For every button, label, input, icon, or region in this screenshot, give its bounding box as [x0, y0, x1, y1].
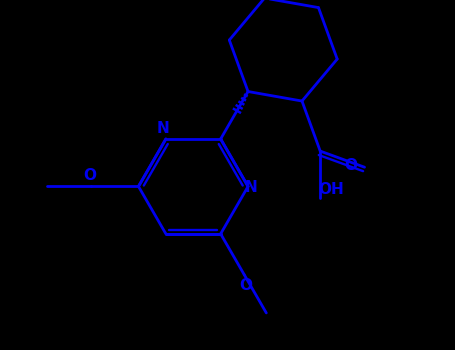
Text: O: O — [83, 168, 96, 183]
Text: OH: OH — [319, 182, 344, 197]
Text: N: N — [157, 121, 169, 136]
Text: O: O — [239, 278, 252, 293]
Text: O: O — [344, 158, 357, 173]
Text: N: N — [245, 181, 258, 195]
